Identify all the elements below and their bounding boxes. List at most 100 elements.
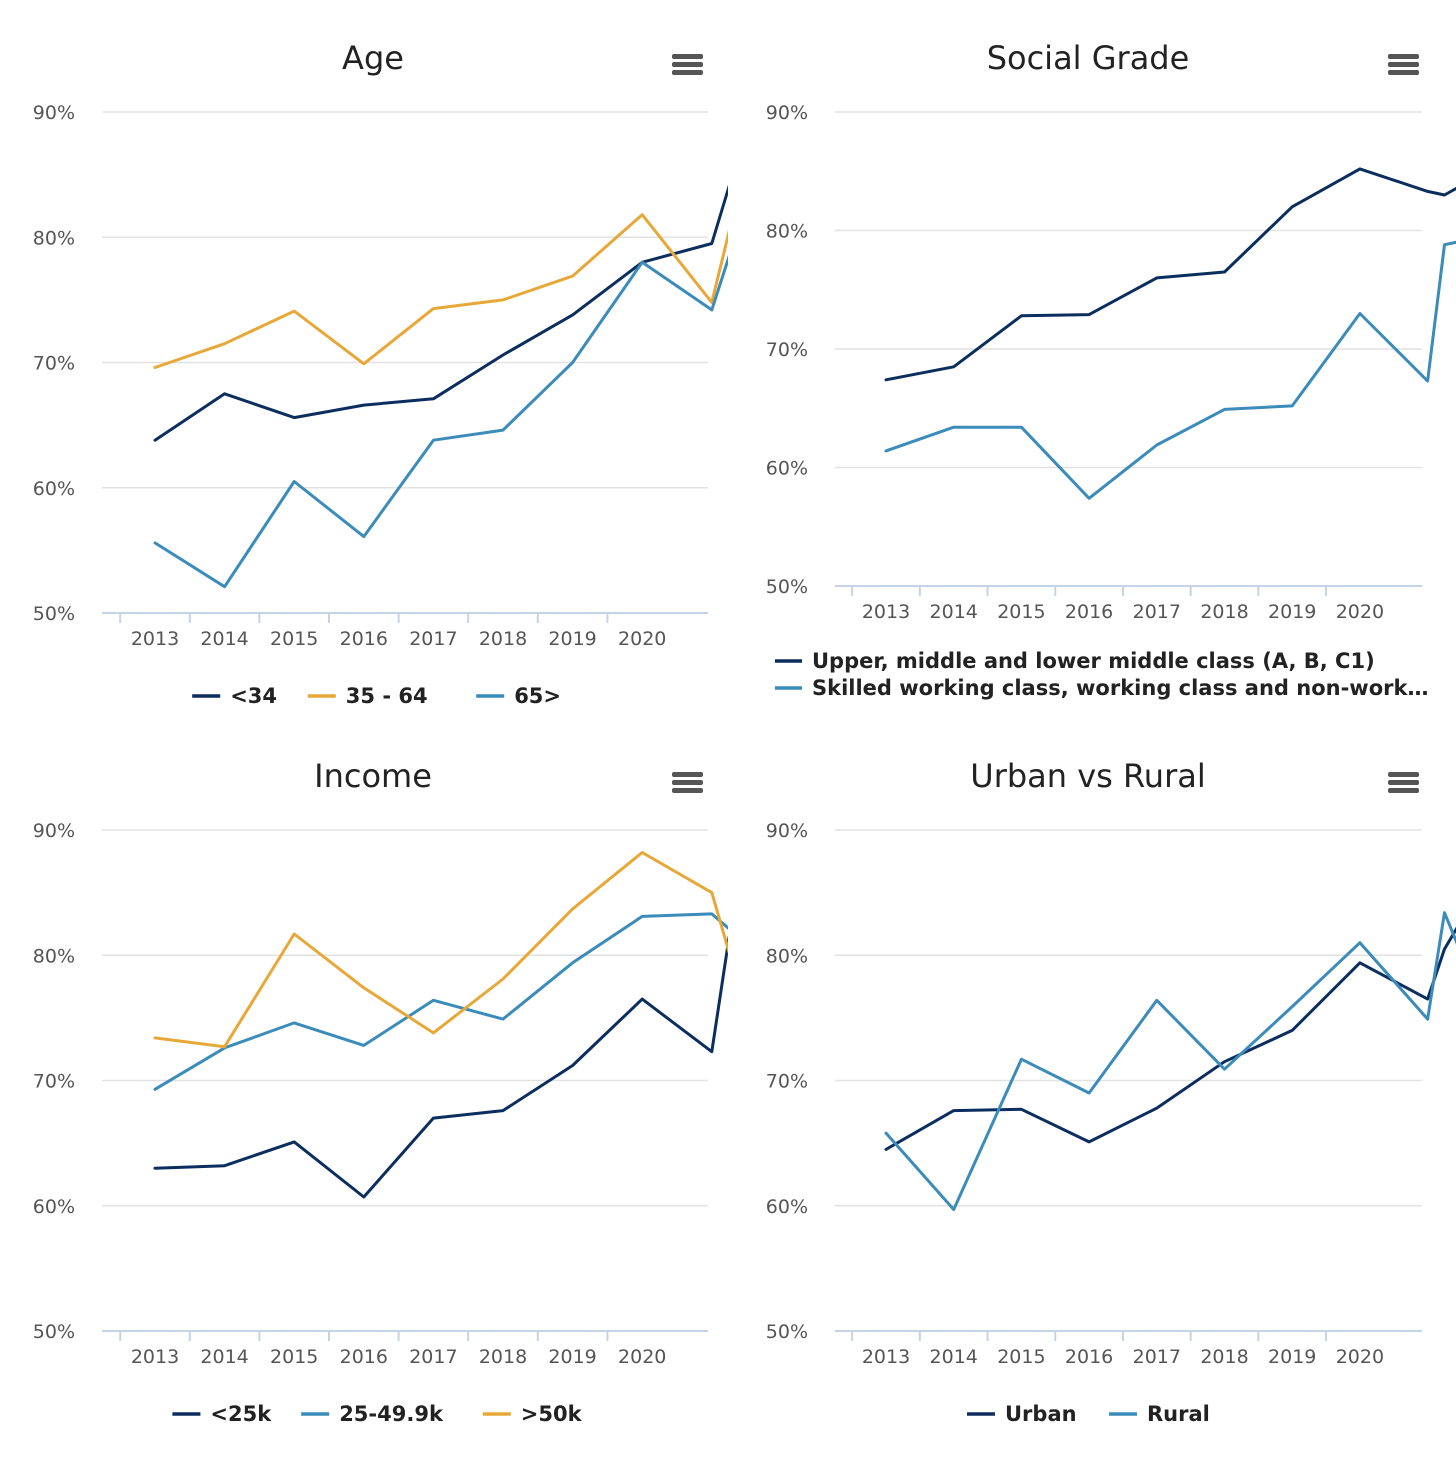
legend-item-upper-middle-and-lower-middle-class-a-b-c1[interactable]: Upper, middle and lower middle class (A,… (775, 649, 1375, 673)
y-tick-label: 80% (766, 221, 808, 243)
chart-svg: Urban vs Rural 50% 60% 70% 80% 90% 2013 2014 201… (766, 757, 1456, 1426)
y-tick-label: 90% (766, 820, 808, 842)
legend-item-25-49-9k[interactable]: 25-49.9k (301, 1402, 444, 1426)
menu-icon-bar (672, 772, 703, 777)
legend-item-50k[interactable]: >50k (482, 1402, 583, 1426)
chart-panel-social-grade: Social Grade 50% 60% 70% 80% 90% 2013 2014 2015 2… (728, 0, 1456, 718)
y-tick-label: 90% (766, 102, 808, 124)
legend-item-34[interactable]: <34 (192, 684, 277, 708)
chart-title: Income (314, 757, 432, 795)
chart-panel-age: Age 50% 60% 70% 80% 90% 2013 2014 2015 2016 2017 20… (0, 0, 728, 718)
chart-title: Social Grade (987, 39, 1190, 77)
x-tick-label: 2018 (1200, 1346, 1248, 1368)
legend-item-rural[interactable]: Rural (1109, 1402, 1210, 1426)
y-tick-label: 50% (33, 603, 75, 625)
chart-panel-income: Income 50% 60% 70% 80% 90% 2013 2014 2015 2016 201… (0, 718, 728, 1436)
x-tick-label: 2019 (1268, 1346, 1316, 1368)
chart-group: Urban vs Rural 50% 60% 70% 80% 90% 2013 2014 201… (766, 757, 1456, 1426)
chart-group: Social Grade 50% 60% 70% 80% 90% 2013 2014 2015 2… (766, 39, 1456, 700)
x-tick-label: 2017 (409, 628, 457, 650)
x-tick-label: 2018 (479, 1346, 527, 1368)
x-tick-label: 2017 (1133, 1346, 1181, 1368)
chart-svg: Income 50% 60% 70% 80% 90% 2013 2014 2015 2016 201… (33, 757, 728, 1426)
x-tick-label: 2018 (479, 628, 527, 650)
legend-label: Upper, middle and lower middle class (A,… (812, 649, 1375, 673)
series-line-rural (884, 911, 1456, 1211)
y-tick-label: 70% (766, 1071, 808, 1093)
legend-item-urban[interactable]: Urban (967, 1402, 1077, 1426)
legend-label: >50k (521, 1402, 583, 1426)
y-tick-label: 90% (33, 102, 75, 124)
x-tick-label: 2019 (548, 1346, 596, 1368)
legend-label: 25-49.9k (339, 1402, 444, 1426)
legend-item-35-64[interactable]: 35 - 64 (307, 684, 428, 708)
x-tick-label: 2013 (862, 601, 910, 623)
x-tick-label: 2020 (1336, 1346, 1384, 1368)
menu-icon-bar (1388, 54, 1419, 59)
legend-item-25k[interactable]: <25k (172, 1402, 272, 1426)
x-tick-label: 2016 (340, 628, 388, 650)
chart-group: Age 50% 60% 70% 80% 90% 2013 2014 2015 2016 2017 20… (33, 39, 728, 708)
y-tick-label: 50% (33, 1321, 75, 1343)
series-line-skilled-working-class-working-class-and-non-work (884, 240, 1456, 500)
x-tick-label: 2015 (997, 1346, 1045, 1368)
x-tick-label: 2017 (409, 1346, 457, 1368)
x-tick-label: 2014 (930, 1346, 978, 1368)
menu-icon-bar (672, 54, 703, 59)
x-tick-label: 2019 (1268, 601, 1316, 623)
y-tick-label: 80% (766, 945, 808, 967)
menu-icon-bar (1388, 62, 1419, 67)
x-tick-label: 2015 (270, 628, 318, 650)
legend-item-skilled-working-class-working-class-and-non-work[interactable]: Skilled working class, working class and… (775, 676, 1428, 700)
x-tick-label: 2020 (1336, 601, 1384, 623)
x-tick-label: 2017 (1133, 601, 1181, 623)
chart-svg: Social Grade 50% 60% 70% 80% 90% 2013 2014 2015 2… (766, 39, 1456, 700)
x-tick-label: 2014 (200, 1346, 248, 1368)
chart-svg: Age 50% 60% 70% 80% 90% 2013 2014 2015 2016 2017 20… (33, 39, 728, 708)
x-tick-label: 2020 (618, 628, 666, 650)
x-tick-label: 2020 (618, 1346, 666, 1368)
y-tick-label: 70% (33, 353, 75, 375)
context-menu-button[interactable] (672, 54, 703, 75)
chart-panel-urban-rural: Urban vs Rural 50% 60% 70% 80% 90% 2013 2014 201… (728, 718, 1456, 1436)
context-menu-button[interactable] (1388, 54, 1419, 75)
y-tick-label: 60% (766, 458, 808, 480)
menu-icon-bar (1388, 772, 1419, 777)
y-tick-label: 80% (33, 945, 75, 967)
menu-icon-bar (1388, 788, 1419, 793)
series-line-50k (153, 851, 728, 1049)
x-tick-label: 2015 (270, 1346, 318, 1368)
series-line-34 (153, 185, 728, 442)
series-line-65 (153, 255, 728, 589)
x-tick-label: 2015 (997, 601, 1045, 623)
x-tick-label: 2018 (1200, 601, 1248, 623)
legend-label: Urban (1005, 1402, 1077, 1426)
y-tick-label: 80% (33, 227, 75, 249)
y-tick-label: 70% (33, 1071, 75, 1093)
context-menu-button[interactable] (1388, 772, 1419, 793)
y-tick-label: 50% (766, 1321, 808, 1343)
y-tick-label: 90% (33, 820, 75, 842)
chart-title: Age (342, 39, 404, 77)
series-line-25-49-9k (153, 912, 728, 1091)
chart-title: Urban vs Rural (970, 757, 1205, 795)
x-tick-label: 2013 (131, 628, 179, 650)
menu-icon-bar (672, 780, 703, 785)
menu-icon-bar (672, 62, 703, 67)
menu-icon-bar (1388, 70, 1419, 75)
menu-icon-bar (672, 788, 703, 793)
x-tick-label: 2014 (200, 628, 248, 650)
legend-label: 35 - 64 (346, 684, 428, 708)
context-menu-button[interactable] (672, 772, 703, 793)
y-tick-label: 60% (766, 1196, 808, 1218)
chart-group: Income 50% 60% 70% 80% 90% 2013 2014 2015 2016 201… (33, 757, 728, 1426)
legend-label: Rural (1147, 1402, 1210, 1426)
x-tick-label: 2016 (1065, 1346, 1113, 1368)
series-line-35-64 (153, 213, 728, 369)
legend-label: <34 (230, 684, 277, 708)
legend-item-65[interactable]: 65> (476, 684, 561, 708)
series-line-upper-middle-and-lower-middle-class-a-b-c1 (884, 167, 1456, 382)
legend-label: Skilled working class, working class and… (812, 676, 1428, 700)
x-tick-label: 2016 (340, 1346, 388, 1368)
menu-icon-bar (672, 70, 703, 75)
